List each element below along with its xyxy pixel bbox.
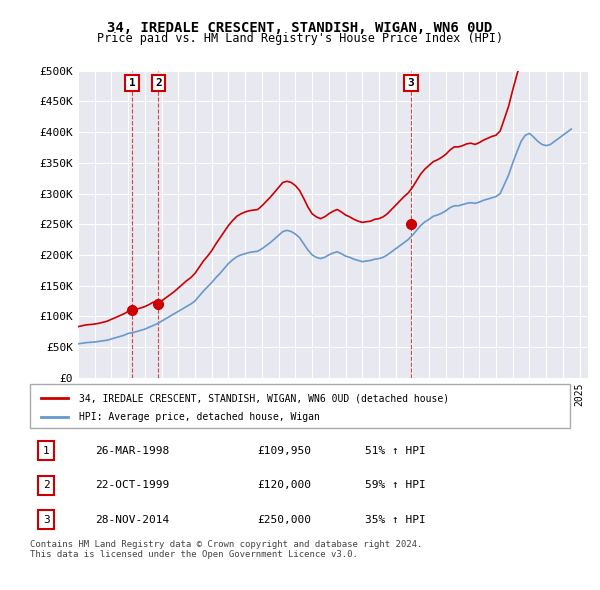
Text: £120,000: £120,000 [257,480,311,490]
Text: 51% ↑ HPI: 51% ↑ HPI [365,446,425,456]
Text: 34, IREDALE CRESCENT, STANDISH, WIGAN, WN6 0UD: 34, IREDALE CRESCENT, STANDISH, WIGAN, W… [107,21,493,35]
Text: 35% ↑ HPI: 35% ↑ HPI [365,514,425,525]
Text: 2: 2 [43,480,50,490]
Text: 59% ↑ HPI: 59% ↑ HPI [365,480,425,490]
Text: £109,950: £109,950 [257,446,311,456]
Text: 22-OCT-1999: 22-OCT-1999 [95,480,169,490]
Text: 1: 1 [128,78,136,88]
Text: Price paid vs. HM Land Registry's House Price Index (HPI): Price paid vs. HM Land Registry's House … [97,32,503,45]
Text: 34, IREDALE CRESCENT, STANDISH, WIGAN, WN6 0UD (detached house): 34, IREDALE CRESCENT, STANDISH, WIGAN, W… [79,393,449,403]
Text: HPI: Average price, detached house, Wigan: HPI: Average price, detached house, Wiga… [79,412,319,422]
Text: 2: 2 [155,78,162,88]
FancyBboxPatch shape [30,384,570,428]
Text: 3: 3 [43,514,50,525]
Text: 1: 1 [43,446,50,456]
Text: 3: 3 [407,78,414,88]
Text: 26-MAR-1998: 26-MAR-1998 [95,446,169,456]
Text: £250,000: £250,000 [257,514,311,525]
Text: Contains HM Land Registry data © Crown copyright and database right 2024.
This d: Contains HM Land Registry data © Crown c… [30,540,422,559]
Text: 28-NOV-2014: 28-NOV-2014 [95,514,169,525]
